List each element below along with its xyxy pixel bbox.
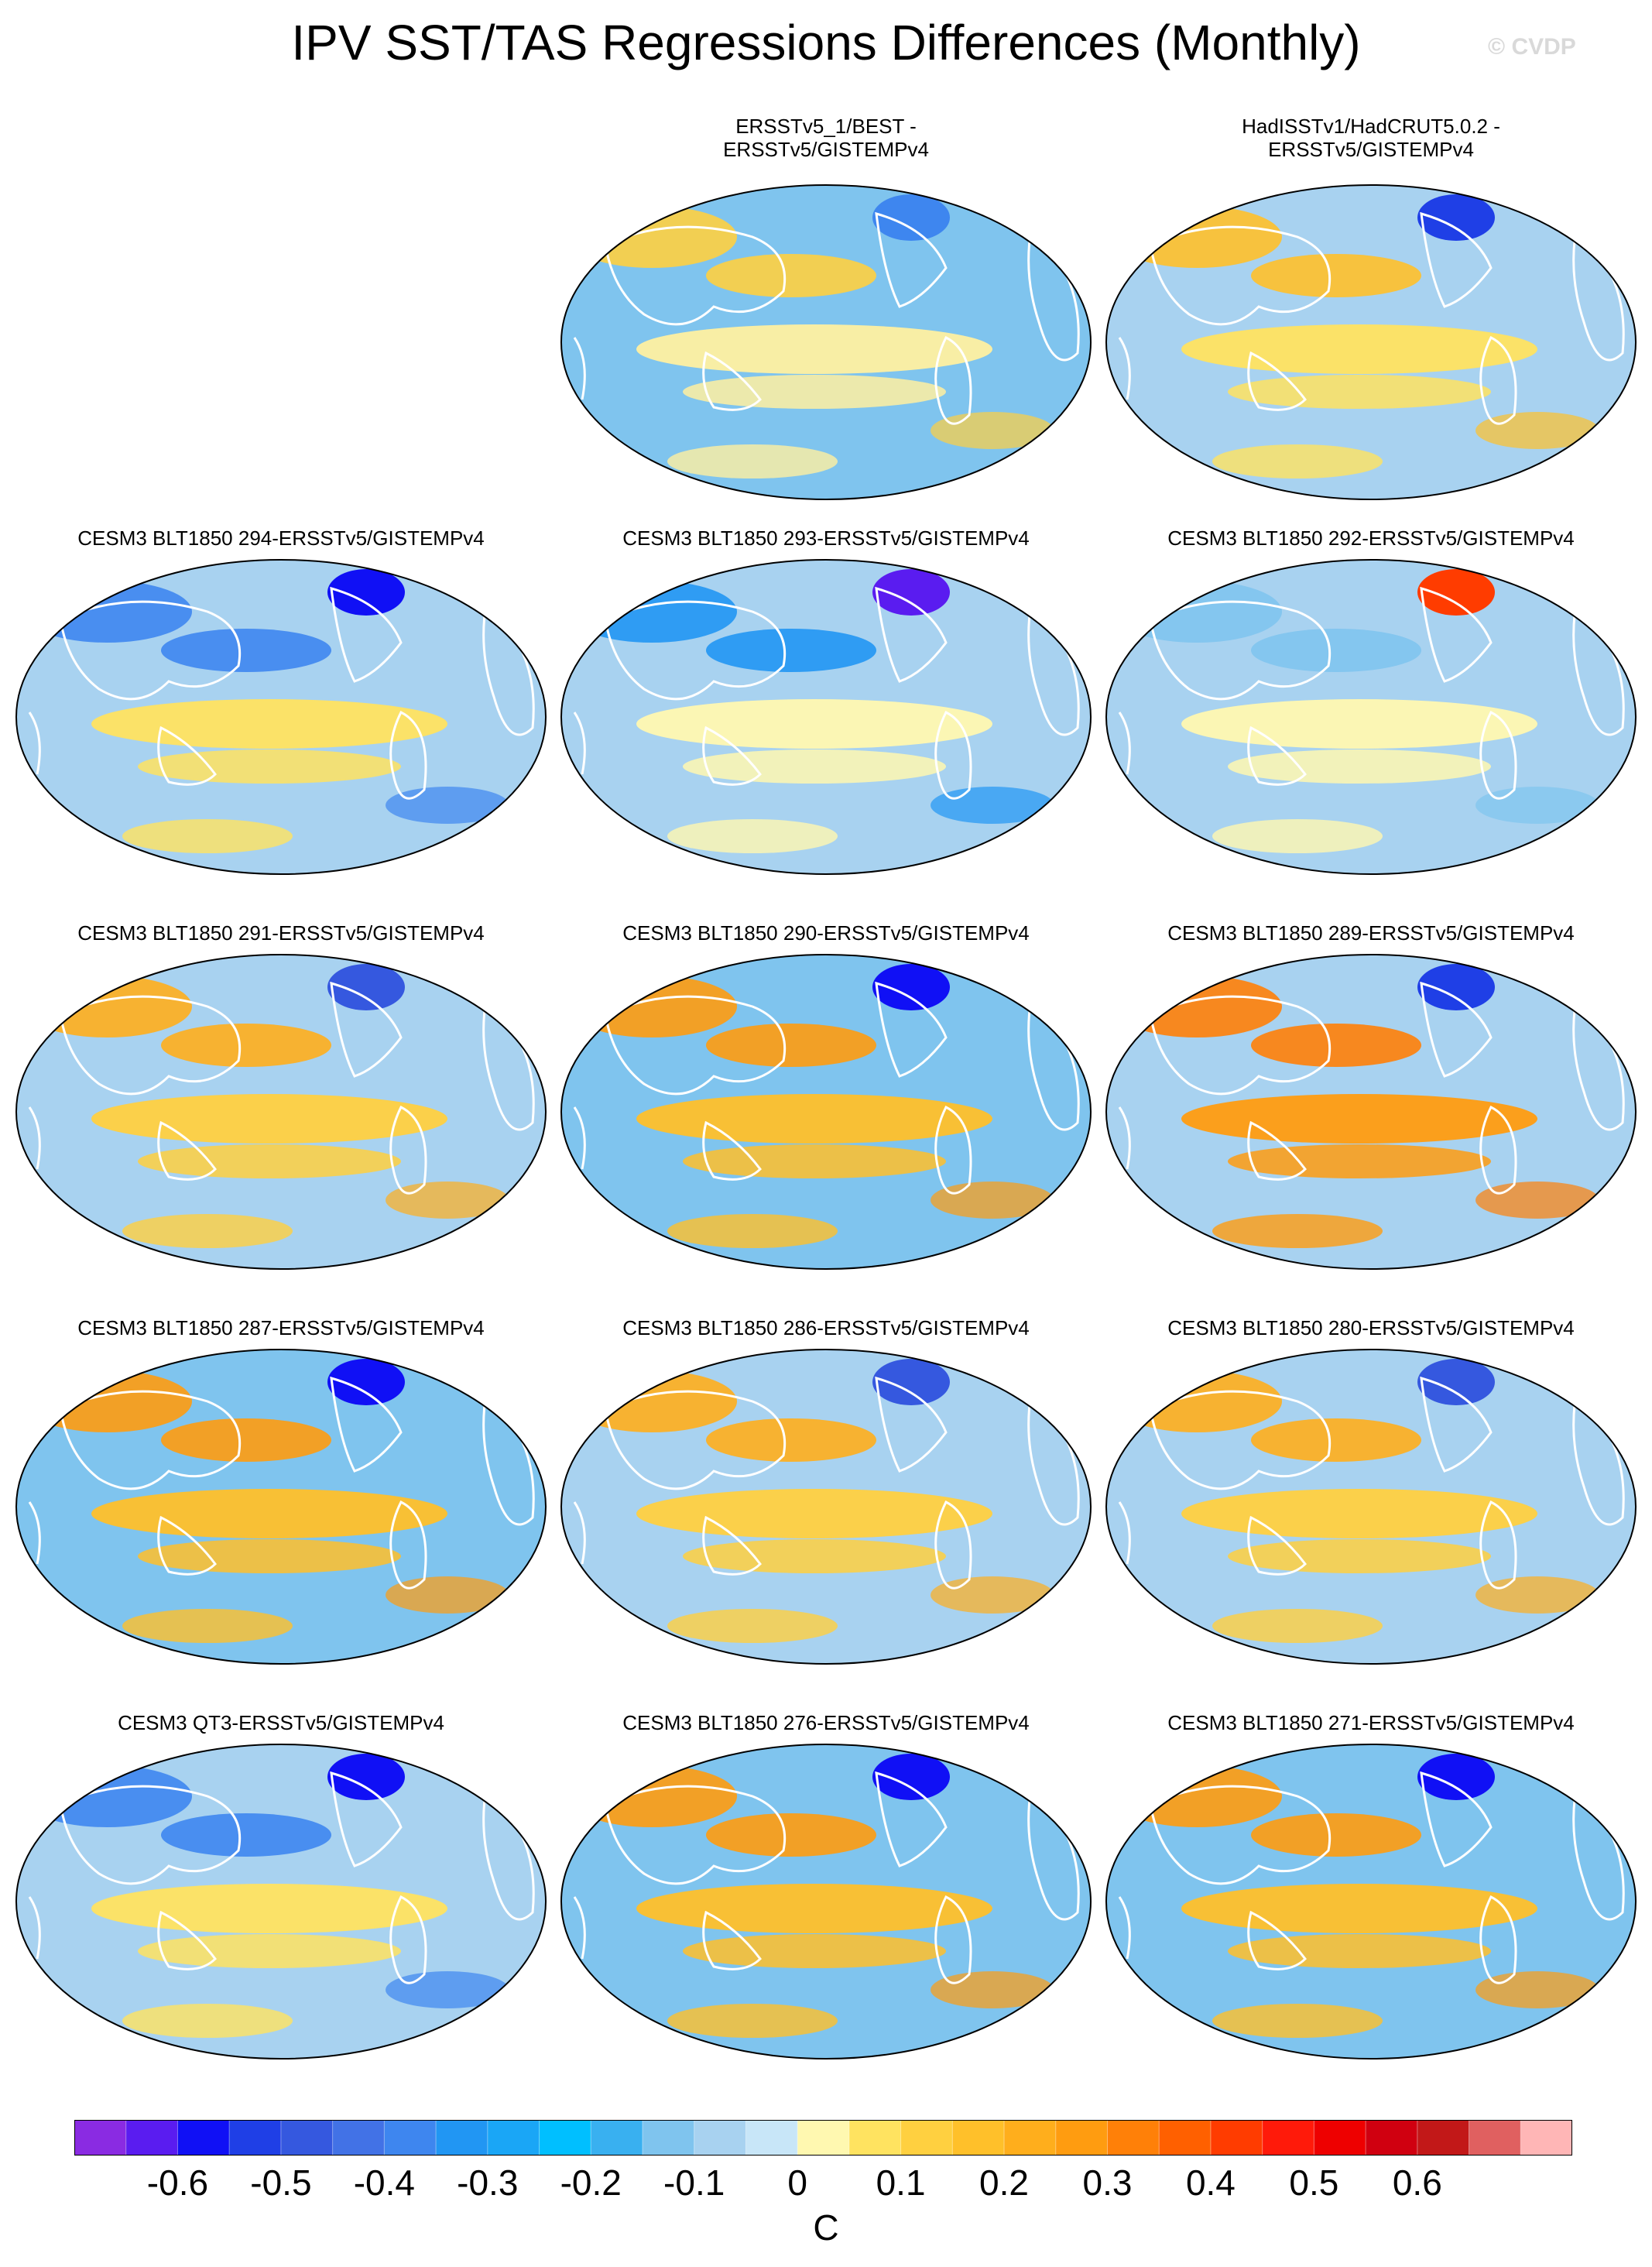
regression-map — [560, 559, 1092, 875]
regression-map — [1105, 184, 1637, 500]
colorbar-bin — [539, 2120, 591, 2156]
panel-title: CESM3 BLT1850 287-ERSSTv5/GISTEMPv4 — [77, 1316, 485, 1339]
colorbar-bin — [1366, 2120, 1418, 2156]
figure-title: IPV SST/TAS Regressions Differences (Mon… — [291, 15, 1361, 70]
panel-title: CESM3 BLT1850 289-ERSSTv5/GISTEMPv4 — [1167, 921, 1575, 945]
regression-map — [15, 1744, 547, 2060]
colorbar-bin — [1262, 2120, 1314, 2156]
regression-map — [1105, 559, 1637, 875]
regression-map — [15, 1349, 547, 1665]
colorbar-bin — [487, 2120, 540, 2156]
panel-title: CESM3 BLT1850 286-ERSSTv5/GISTEMPv4 — [622, 1316, 1030, 1339]
colorbar-bin — [332, 2120, 385, 2156]
regression-map — [15, 954, 547, 1270]
watermark: © CVDP — [1488, 34, 1576, 60]
colorbar-unit: C — [813, 2207, 839, 2248]
panel-title: CESM3 QT3-ERSSTv5/GISTEMPv4 — [118, 1711, 444, 1734]
colorbar-bin — [591, 2120, 643, 2156]
colorbar-bin — [900, 2120, 953, 2156]
colorbar-bin — [797, 2120, 850, 2156]
colorbar-bin — [1520, 2120, 1572, 2156]
colorbar-bin — [1055, 2120, 1108, 2156]
colorbar-bin — [694, 2120, 746, 2156]
regression-map — [1105, 1349, 1637, 1665]
panel-title: CESM3 BLT1850 271-ERSSTv5/GISTEMPv4 — [1167, 1711, 1575, 1734]
colorbar-tick-label: 0.4 — [1185, 2162, 1236, 2203]
regression-map — [1105, 1744, 1637, 2060]
colorbar-tick-label: -0.4 — [353, 2162, 415, 2203]
colorbar-bin — [642, 2120, 695, 2156]
colorbar-tick-label: -0.3 — [457, 2162, 519, 2203]
colorbar-tick-label: 0.6 — [1392, 2162, 1442, 2203]
colorbar-bin — [848, 2120, 902, 2156]
colorbar-bin — [177, 2120, 230, 2156]
regression-map — [560, 184, 1092, 500]
colorbar-bin — [952, 2120, 1005, 2156]
panel-title: CESM3 BLT1850 280-ERSSTv5/GISTEMPv4 — [1167, 1316, 1575, 1339]
colorbar-bin — [1417, 2120, 1470, 2156]
panel-title: CESM3 BLT1850 291-ERSSTv5/GISTEMPv4 — [77, 921, 485, 945]
regression-map — [560, 1744, 1092, 2060]
regression-map — [560, 954, 1092, 1270]
colorbar-bin — [745, 2120, 798, 2156]
panel-title: CESM3 BLT1850 276-ERSSTv5/GISTEMPv4 — [622, 1711, 1030, 1734]
panel-title: CESM3 BLT1850 290-ERSSTv5/GISTEMPv4 — [622, 921, 1030, 945]
colorbar-tick-label: -0.6 — [146, 2162, 209, 2203]
panel-title: CESM3 BLT1850 293-ERSSTv5/GISTEMPv4 — [622, 526, 1030, 550]
colorbar-bin — [229, 2120, 282, 2156]
colorbar-bin — [384, 2120, 437, 2156]
colorbar-tick-label: -0.5 — [250, 2162, 312, 2203]
panel-title: ERSSTv5_1/BEST - ERSSTv5/GISTEMPv4 — [723, 115, 929, 161]
regression-map — [1105, 954, 1637, 1270]
colorbar-tick-label: 0.1 — [876, 2162, 926, 2203]
colorbar-bin — [1004, 2120, 1057, 2156]
colorbar-bin — [436, 2120, 488, 2156]
colorbar-tick-label: 0.5 — [1289, 2162, 1339, 2203]
colorbar-bin — [1159, 2120, 1212, 2156]
colorbar-bin — [280, 2120, 334, 2156]
colorbar-bin — [1210, 2120, 1263, 2156]
colorbar-bin — [1314, 2120, 1366, 2156]
colorbar-tick-label: 0 — [787, 2162, 807, 2203]
regression-map — [560, 1349, 1092, 1665]
panel-title: CESM3 BLT1850 292-ERSSTv5/GISTEMPv4 — [1167, 526, 1575, 550]
colorbar-tick-label: -0.2 — [560, 2162, 622, 2203]
colorbar-bin — [74, 2120, 127, 2156]
panel-title: CESM3 BLT1850 294-ERSSTv5/GISTEMPv4 — [77, 526, 485, 550]
colorbar-bin — [1107, 2120, 1160, 2156]
colorbar-tick-label: 0.3 — [1082, 2162, 1133, 2203]
colorbar-tick-label: -0.1 — [663, 2162, 725, 2203]
panel-title: HadISSTv1/HadCRUT5.0.2 - ERSSTv5/GISTEMP… — [1242, 115, 1500, 161]
colorbar-bin — [1469, 2120, 1521, 2156]
regression-map — [15, 559, 547, 875]
colorbar-tick-label: 0.2 — [979, 2162, 1030, 2203]
colorbar-bin — [125, 2120, 178, 2156]
colorbar — [74, 2120, 1572, 2156]
